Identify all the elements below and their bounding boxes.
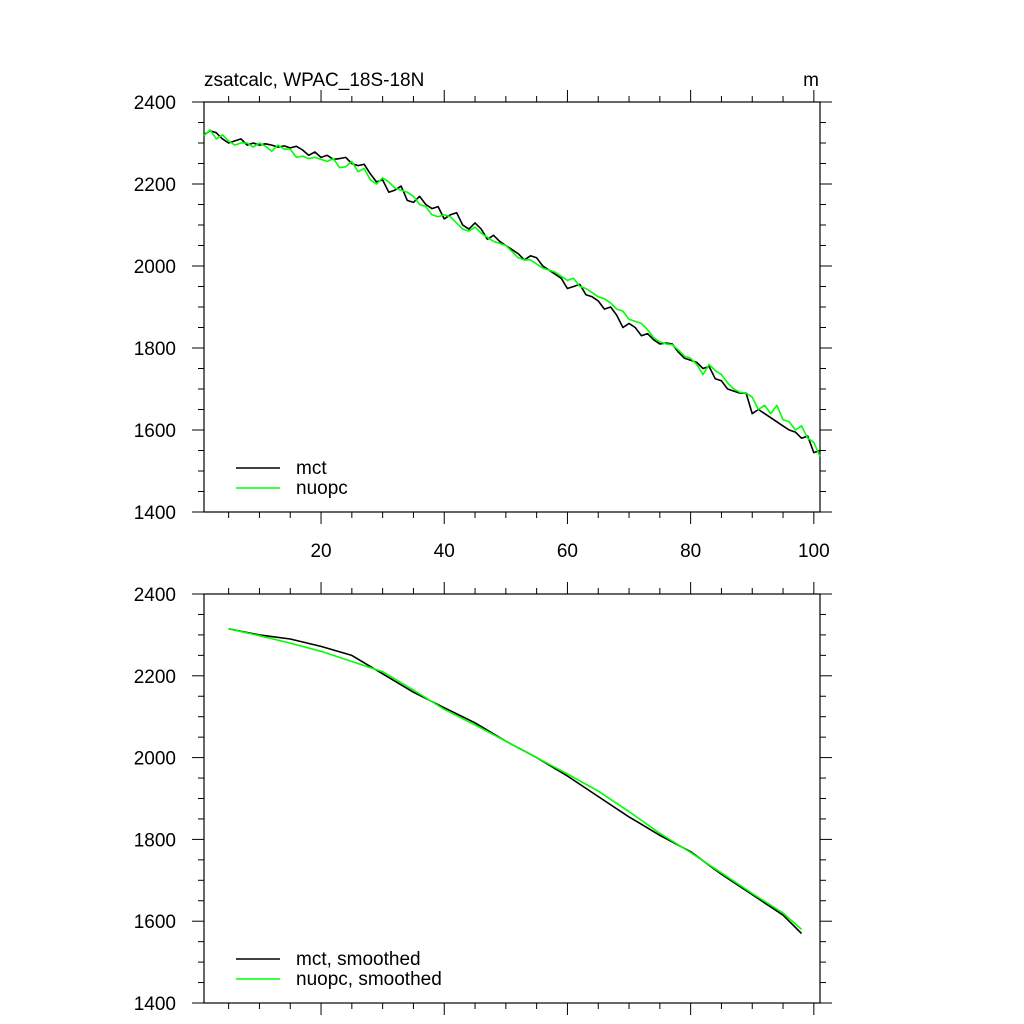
legend-label-nuopc: nuopc: [296, 478, 348, 499]
series-line-nuopc: [203, 129, 821, 457]
series-line-mct-smoothed: [228, 628, 803, 935]
y-tick-label: 1600: [134, 421, 176, 442]
x-tick-label: 80: [680, 541, 701, 562]
y-tick-label: 2400: [134, 585, 176, 606]
legend-label-mct-smoothed: mct, smoothed: [296, 949, 421, 970]
y-tick-label: 2400: [134, 93, 176, 114]
y-tick-label: 1400: [134, 503, 176, 524]
y-tick-label: 1600: [134, 912, 176, 933]
series-line-mct: [203, 129, 821, 454]
bottom-panel: 1400 1600 1800 2000 2200 2400 mct, smoothednuo…: [134, 582, 832, 1015]
series-line-nuopc-smoothed: [228, 628, 803, 930]
y-tick-label: 2200: [134, 175, 176, 196]
units-label: m: [803, 70, 819, 91]
x-tick-label: 60: [557, 541, 578, 562]
x-tick-label: 100: [798, 541, 830, 562]
y-tick-label: 2000: [134, 749, 176, 770]
y-tick-label: 2000: [134, 257, 176, 278]
plot-frame: [203, 593, 821, 1004]
y-tick-label: 1400: [134, 994, 176, 1015]
top-panel: zsatcalc, WPAC_18S-18N m 1400 1600 1800 200…: [134, 70, 832, 562]
plot-frame: [203, 101, 821, 513]
x-tick-label: 40: [434, 541, 455, 562]
x-tick-label: 20: [310, 541, 331, 562]
y-tick-label: 1800: [134, 830, 176, 851]
legend-label-nuopc-smoothed: nuopc, smoothed: [296, 969, 442, 990]
legend-label-mct: mct: [296, 458, 327, 479]
chart-title: zsatcalc, WPAC_18S-18N: [204, 70, 424, 91]
y-tick-label: 1800: [134, 339, 176, 360]
y-tick-label: 2200: [134, 667, 176, 688]
